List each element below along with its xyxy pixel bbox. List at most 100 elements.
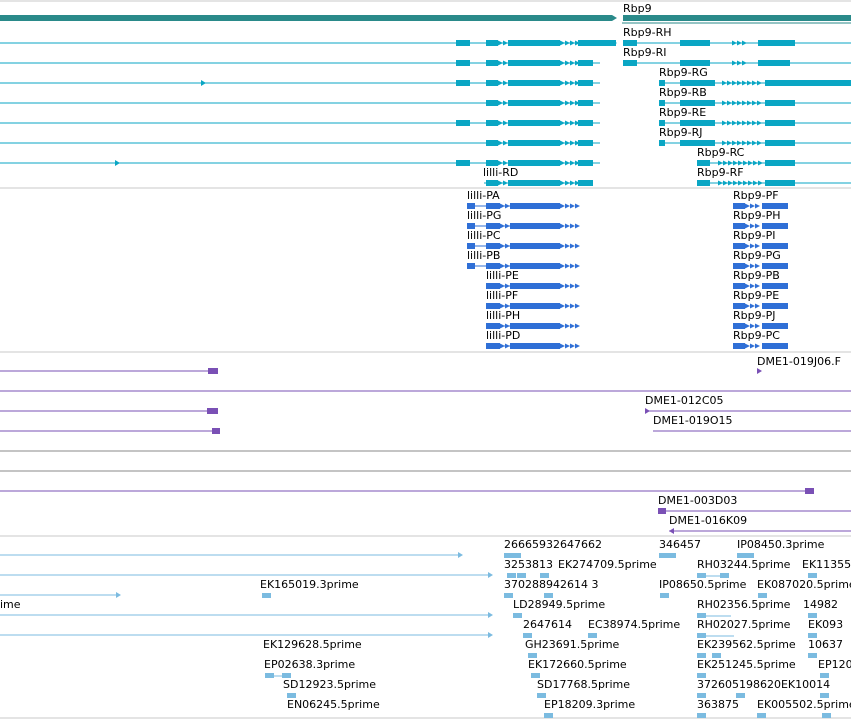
gene-bar	[0, 15, 612, 21]
est-label[interactable]: IP08650.5prime	[659, 578, 747, 591]
strand-chevron	[737, 120, 742, 126]
strand-chevron	[758, 160, 763, 166]
est-label[interactable]: EN06245.5prime	[287, 698, 380, 711]
est-label[interactable]: LD28949.5prime	[513, 598, 605, 611]
arrow-right	[458, 552, 463, 558]
protein-label[interactable]: lilli-PD	[486, 329, 520, 342]
exon-block	[467, 243, 475, 249]
protein-label[interactable]: lilli-PF	[486, 289, 518, 302]
strand-chevron	[750, 223, 755, 229]
est-label[interactable]: EK165019.3prime	[260, 578, 359, 591]
est-label[interactable]: SD12923.5prime	[283, 678, 376, 691]
est-label[interactable]: 2647614	[523, 618, 572, 631]
est-label[interactable]: EP120	[818, 658, 851, 671]
est-label[interactable]: EK129628.5prime	[263, 638, 362, 651]
strand-chevron	[742, 40, 747, 46]
transcript-label[interactable]: Rbp9-RG	[659, 66, 708, 79]
est-label[interactable]: RH03244.5prime	[697, 558, 791, 571]
exon-block	[508, 100, 560, 106]
clone-label[interactable]: DME1-019J06.F	[757, 355, 841, 368]
transcript-label[interactable]: Rbp9-RB	[659, 86, 707, 99]
est-block	[697, 713, 706, 718]
protein-label[interactable]: Rbp9-PH	[733, 209, 780, 222]
est-label[interactable]: RH02027.5prime	[697, 618, 791, 631]
exon-block	[623, 40, 637, 46]
clone-label[interactable]: DME1-003D03	[658, 494, 737, 507]
est-label[interactable]: EK093	[808, 618, 843, 631]
est-block	[507, 573, 516, 578]
protein-label[interactable]: Rbp9-PB	[733, 269, 780, 282]
est-label[interactable]: RH02356.5prime	[697, 598, 791, 611]
est-label[interactable]: IP08450.3prime	[737, 538, 825, 551]
est-label[interactable]: EK251245.5prime	[697, 658, 796, 671]
est-label[interactable]: 363875	[697, 698, 739, 711]
protein-label[interactable]: lilli-PE	[486, 269, 519, 282]
exon-block	[510, 223, 560, 229]
protein-label[interactable]: lilli-PC	[467, 229, 501, 242]
transcript-label[interactable]: Rbp9-RJ	[659, 126, 702, 139]
transcript-label[interactable]: lilli-RD	[483, 166, 518, 179]
transcript-label[interactable]: Rbp9-RF	[697, 166, 744, 179]
gene-label[interactable]: Rbp9	[623, 2, 652, 15]
clone-label[interactable]: DME1-012C05	[645, 394, 724, 407]
est-label[interactable]: EP02638.3prime	[264, 658, 355, 671]
est-label[interactable]: 14982	[803, 598, 838, 611]
est-label[interactable]: 346457	[659, 538, 701, 551]
exon-block	[486, 120, 498, 126]
est-block	[822, 713, 831, 718]
est-block	[712, 653, 721, 658]
protein-label[interactable]: Rbp9-PI	[733, 229, 775, 242]
protein-label[interactable]: lilli-PG	[467, 209, 501, 222]
est-label[interactable]: SD17768.5prime	[537, 678, 630, 691]
strand-chevron	[757, 80, 762, 86]
strand-chevron	[737, 60, 742, 66]
strand-chevron	[722, 140, 727, 146]
protein-label[interactable]: Rbp9-PC	[733, 329, 780, 342]
protein-label[interactable]: Rbp9-PF	[733, 189, 779, 202]
est-label[interactable]: EK172660.5prime	[528, 658, 627, 671]
transcript-label[interactable]: Rbp9-RH	[623, 26, 672, 39]
protein-label[interactable]: Rbp9-PG	[733, 249, 781, 262]
est-label[interactable]: EK087020.5prime	[757, 578, 851, 591]
est-label[interactable]: 10637	[808, 638, 843, 651]
exon-block	[456, 80, 470, 86]
strand-chevron	[750, 283, 755, 289]
protein-label[interactable]: lilli-PB	[467, 249, 500, 262]
clone-label[interactable]: DME1-019O15	[653, 414, 733, 427]
est-label[interactable]: EC38974.5prime	[588, 618, 680, 631]
strand-chevron	[560, 263, 565, 269]
est-block	[820, 673, 829, 678]
strand-chevron	[728, 160, 733, 166]
est-label[interactable]: 370288942614 3	[504, 578, 598, 591]
protein-label[interactable]: Rbp9-PE	[733, 289, 779, 302]
est-label[interactable]: 26665932647662	[504, 538, 602, 551]
est-label[interactable]: ime	[0, 598, 21, 611]
protein-label[interactable]: lilli-PA	[467, 189, 500, 202]
est-label[interactable]: 3253813	[504, 558, 553, 571]
est-block	[540, 573, 549, 578]
est-label[interactable]: EP18209.3prime	[544, 698, 635, 711]
strand-chevron	[560, 140, 565, 146]
exon-block	[508, 40, 560, 46]
exon-block	[486, 203, 500, 209]
est-label[interactable]: 372605198620EK10014	[697, 678, 830, 691]
est-label[interactable]: GH23691.5prime	[525, 638, 620, 651]
strand-chevron	[503, 40, 508, 46]
strand-chevron	[750, 323, 755, 329]
arrow-right	[201, 80, 206, 86]
clone-label[interactable]: DME1-016K09	[669, 514, 747, 527]
transcript-label[interactable]: Rbp9-RE	[659, 106, 706, 119]
est-label[interactable]: EK11355	[802, 558, 851, 571]
transcript-label[interactable]: Rbp9-RI	[623, 46, 666, 59]
est-label[interactable]: EK274709.5prime	[558, 558, 657, 571]
strand-chevron	[498, 40, 503, 46]
est-label[interactable]: EK239562.5prime	[697, 638, 796, 651]
strand-chevron	[565, 223, 570, 229]
est-label[interactable]: EK005502.5prime	[757, 698, 851, 711]
protein-label[interactable]: lilli-PH	[486, 309, 520, 322]
strand-chevron	[750, 203, 755, 209]
strand-chevron	[565, 40, 570, 46]
protein-label[interactable]: Rbp9-PJ	[733, 309, 775, 322]
transcript-label[interactable]: Rbp9-RC	[697, 146, 745, 159]
